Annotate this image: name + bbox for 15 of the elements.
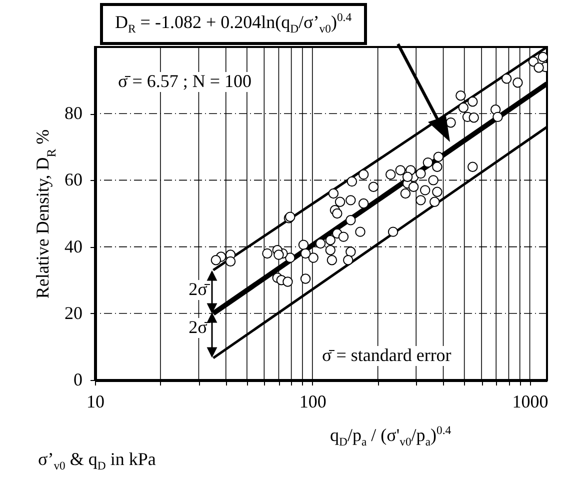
annotation: 2σ̄: [188, 279, 208, 300]
y-tick-label: 40: [64, 236, 82, 256]
y-tick-label: 20: [64, 302, 82, 323]
annotation: σ̄ = 6.57 ; N = 100: [118, 71, 252, 92]
y-tick-label: 60: [64, 170, 82, 190]
text: q$_{D}$/p$_{a}$ / (σ'$_{v0}$/p$_{a}$)$^{0.4}$: [330, 424, 452, 449]
x-tick-label: 10: [86, 392, 104, 412]
x-tick-label: 100: [299, 392, 326, 412]
text: σ’$_{v0}$ & q$_{D}$ in kPa: [38, 449, 156, 474]
annotation: σ̄ = standard error: [322, 345, 452, 366]
y-tick-label: 80: [64, 103, 82, 124]
annotation: 2σ̄: [188, 317, 208, 338]
text: D$_{R}$ = -1.082 + 0.204ln(q$_{D}$/σ’$_{v0}$)$^{0.4}$: [100, 3, 367, 46]
y-tick-label: 0: [74, 370, 82, 390]
x-tick-label: 1000: [512, 392, 548, 412]
